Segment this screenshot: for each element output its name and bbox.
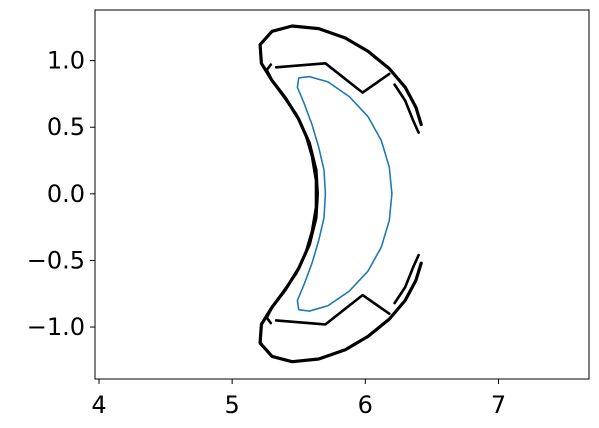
axes-frame bbox=[94, 9, 590, 380]
x-tick-label: 4 bbox=[91, 391, 106, 419]
series-lower-right-plate bbox=[393, 253, 420, 305]
y-tick-label: −1.0 bbox=[27, 313, 85, 341]
x-tick-label: 6 bbox=[358, 391, 373, 419]
series-upper-baffle bbox=[274, 61, 391, 94]
series-lower-baffle bbox=[274, 293, 391, 326]
y-tick-label: 0.0 bbox=[47, 180, 85, 208]
axis-ticks: 4 5 6 7 −1.0 −0.5 0.0 0.5 1.0 bbox=[27, 47, 506, 419]
series-outer-wall bbox=[258, 24, 423, 364]
series-plasma-boundary bbox=[296, 75, 393, 312]
series-upper-right-plate bbox=[393, 83, 420, 134]
x-tick-label: 7 bbox=[491, 391, 506, 419]
y-tick-label: −0.5 bbox=[27, 246, 85, 274]
y-tick-label: 0.5 bbox=[47, 113, 85, 141]
series-inner-wall-left bbox=[265, 63, 318, 325]
x-tick-label: 5 bbox=[225, 391, 240, 419]
y-tick-label: 1.0 bbox=[47, 47, 85, 75]
plot-area bbox=[258, 24, 423, 364]
